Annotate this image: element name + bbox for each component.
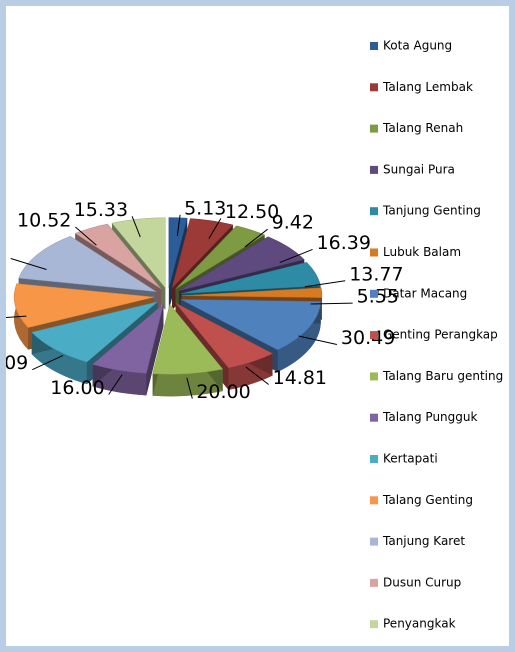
- leader-line: [310, 302, 353, 305]
- data-label: 16.00: [50, 377, 104, 399]
- pie-slice: [92, 303, 164, 396]
- legend-label: Kota Agung: [383, 39, 452, 53]
- legend-swatch: [370, 207, 378, 216]
- data-label: 15.33: [74, 199, 128, 221]
- legend-label: Sungai Pura: [383, 162, 455, 176]
- slice-side: [277, 301, 321, 372]
- leader-line: [208, 218, 222, 239]
- legend-swatch: [370, 496, 378, 505]
- data-label: 23.09: [6, 352, 28, 374]
- legend-label: Genting Perangkap: [383, 328, 498, 342]
- legend-swatch: [370, 83, 378, 92]
- legend-swatch: [370, 578, 378, 587]
- data-label: 20.00: [196, 381, 250, 403]
- slice-top: [181, 262, 321, 294]
- data-label: 28.17: [6, 241, 7, 263]
- legend-label: Datar Macang: [383, 286, 467, 300]
- legend-swatch: [370, 124, 378, 133]
- legend-swatch: [370, 248, 378, 257]
- leader-line: [131, 216, 141, 238]
- legend-label: Talang Pungguk: [382, 410, 477, 424]
- slice-top: [175, 225, 266, 290]
- slice-top: [152, 303, 224, 375]
- legend-label: Lubuk Balam: [383, 245, 461, 259]
- legend-swatch: [370, 620, 378, 629]
- legend-swatch: [370, 372, 378, 381]
- leader-line: [10, 258, 47, 270]
- slice-top: [31, 301, 158, 363]
- slice-top: [178, 236, 305, 292]
- data-label: 13.77: [349, 263, 403, 285]
- slice-side: [14, 283, 29, 350]
- leader-line: [186, 377, 193, 399]
- legend-swatch: [370, 42, 378, 50]
- slice-top: [111, 217, 166, 289]
- leader-line: [75, 226, 97, 246]
- legend-label: Talang Renah: [382, 121, 463, 135]
- leader-line: [304, 280, 346, 288]
- legend-swatch: [370, 455, 378, 463]
- legend-label: Dusun Curup: [383, 575, 461, 589]
- legend-label: Penyangkak: [383, 617, 456, 631]
- legend-label: Tanjung Karet: [382, 534, 465, 548]
- leader-line: [108, 374, 123, 395]
- leader-line: [245, 366, 269, 385]
- legend-swatch: [370, 165, 378, 174]
- slice-top: [171, 218, 234, 289]
- data-label: 5.13: [184, 197, 226, 219]
- leader-line: [298, 335, 338, 345]
- leader-line: [32, 354, 64, 371]
- legend-label: Talang Genting: [382, 493, 473, 507]
- slice-top: [74, 223, 162, 289]
- slice-top: [13, 283, 155, 328]
- legend-swatch: [370, 331, 378, 340]
- data-label: 12.50: [225, 201, 279, 223]
- leader-line: [6, 315, 27, 318]
- slice-top: [92, 303, 164, 374]
- legend-swatch: [370, 289, 378, 298]
- data-label: 30.49: [341, 327, 395, 349]
- legend-swatch: [370, 537, 378, 546]
- chart: 5.1312.509.4216.3913.775.5530.4914.8120.…: [6, 39, 503, 631]
- leader-line: [176, 214, 181, 236]
- legend-label: Kertapati: [383, 452, 438, 466]
- legend-swatch: [370, 413, 378, 422]
- data-label: 14.81: [273, 367, 327, 389]
- legend-label: Talang Baru genting: [382, 369, 503, 383]
- data-label: 16.39: [317, 232, 371, 254]
- data-label: 10.52: [17, 210, 71, 232]
- slice-top: [181, 287, 323, 298]
- leader-line: [244, 228, 268, 248]
- slice-top: [18, 235, 157, 292]
- slice-top: [175, 302, 274, 369]
- data-label: 9.42: [272, 212, 314, 234]
- leader-line: [279, 248, 313, 263]
- legend-label: Talang Lembak: [382, 80, 473, 94]
- slice-top: [168, 217, 188, 288]
- legend-label: Tanjung Genting: [382, 204, 481, 218]
- slice-top: [180, 299, 322, 351]
